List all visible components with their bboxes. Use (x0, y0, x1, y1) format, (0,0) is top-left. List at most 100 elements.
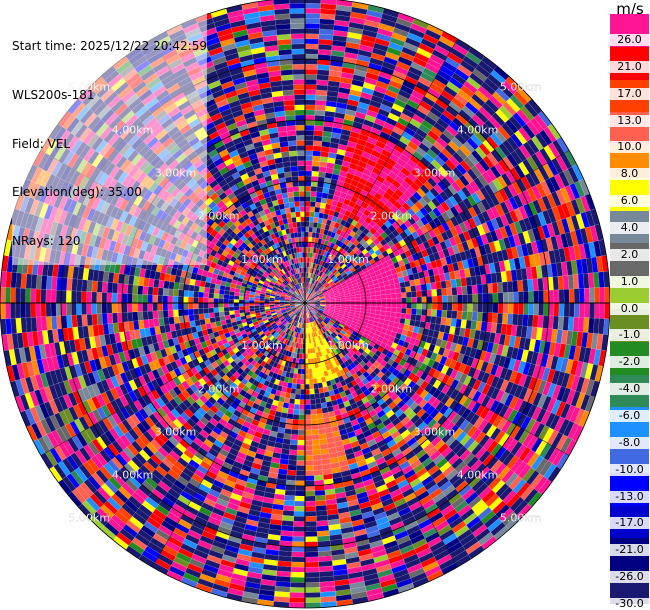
velocity-bin (375, 302, 382, 308)
velocity-bin (313, 388, 320, 395)
velocity-bin (297, 434, 306, 441)
velocity-bin (405, 286, 412, 293)
velocity-bin (304, 363, 309, 370)
velocity-bin (370, 299, 377, 304)
velocity-bin (312, 378, 318, 385)
velocity-bin (548, 289, 555, 304)
velocity-bin (304, 191, 312, 197)
velocity-bin (294, 398, 301, 405)
velocity-bin (502, 302, 509, 314)
velocity-bin (304, 526, 318, 532)
velocity-bin (310, 414, 318, 420)
velocity-bin (497, 292, 504, 304)
velocity-bin (533, 290, 539, 304)
velocity-bin (304, 465, 314, 471)
velocity-bin (396, 302, 402, 309)
velocity-bin (299, 394, 306, 400)
velocity-bin (283, 505, 295, 512)
velocity-bin (594, 287, 600, 304)
velocity-bin (304, 165, 313, 172)
velocity-bin (421, 296, 428, 304)
velocity-bin (365, 295, 372, 300)
velocity-bin (421, 308, 427, 316)
velocity-bin (533, 302, 539, 316)
velocity-bin (476, 311, 483, 322)
velocity-bin (292, 419, 300, 425)
velocity-bin (304, 130, 315, 136)
velocity-bin (491, 312, 499, 324)
velocity-bin (288, 602, 306, 609)
velocity-bin (507, 291, 514, 304)
velocity-bin (400, 312, 407, 320)
velocity-bin (599, 287, 606, 304)
velocity-bin (309, 206, 316, 213)
velocity-bin (380, 298, 387, 304)
velocity-bin (304, 576, 320, 583)
velocity-bin (416, 296, 423, 304)
velocity-bin (310, 196, 317, 203)
velocity-bin (304, 460, 314, 466)
velocity-bin (304, 419, 312, 426)
velocity-bin (456, 310, 463, 320)
velocity-bin (471, 311, 478, 322)
velocity-bin (291, 429, 299, 436)
velocity-bin (289, 439, 298, 446)
velocity-bin (288, 403, 295, 410)
velocity-bin (304, 109, 316, 116)
velocity-bin (304, 201, 311, 207)
velocity-bin (370, 302, 377, 307)
velocity-bin (370, 291, 376, 297)
velocity-bin (286, 474, 297, 481)
velocity-bin (314, 206, 321, 213)
velocity-bin (304, 566, 320, 573)
velocity-bin (312, 160, 321, 167)
velocity-bin (312, 145, 322, 152)
velocity-bin (421, 290, 427, 298)
velocity-bin (431, 302, 438, 311)
velocity-bin (290, 571, 306, 578)
velocity-bin (312, 155, 321, 162)
velocity-bin (441, 310, 448, 319)
velocity-bin (297, 439, 306, 446)
velocity-bin (461, 311, 468, 321)
velocity-bin (304, 140, 314, 146)
velocity-bin (295, 383, 301, 390)
velocity-bin (291, 551, 306, 558)
velocity-bin (304, 434, 313, 441)
velocity-bin (313, 125, 324, 132)
velocity-bin (316, 408, 323, 415)
velocity-bin (312, 444, 321, 451)
velocity-bin (310, 419, 318, 425)
velocity-bin (298, 409, 306, 415)
velocity-bin (288, 449, 298, 456)
velocity-bin (497, 302, 504, 314)
velocity-bin (293, 510, 306, 517)
velocity-bin (314, 398, 322, 405)
velocity-bin (304, 368, 309, 375)
velocity-bin (390, 288, 397, 295)
velocity-bin (543, 302, 550, 316)
velocity-bin (309, 216, 315, 223)
velocity-bin (380, 290, 387, 296)
velocity-bin (294, 495, 306, 502)
velocity-bin (297, 429, 306, 436)
velocity-bin (289, 393, 296, 400)
velocity-bin (426, 302, 433, 310)
velocity-bin (415, 284, 422, 292)
velocity-bin (563, 289, 570, 304)
velocity-bin (365, 299, 372, 304)
velocity-bin (286, 413, 294, 420)
velocity-bin (304, 0, 322, 4)
velocity-bin (380, 306, 387, 312)
velocity-bin (313, 474, 324, 481)
velocity-bin (320, 0, 338, 5)
velocity-bin (492, 302, 499, 314)
velocity-bin (355, 297, 361, 301)
velocity-bin (467, 302, 473, 312)
velocity-bin (304, 53, 319, 60)
velocity-bin (431, 295, 438, 304)
velocity-bin (295, 485, 306, 492)
velocity-bin (421, 302, 428, 310)
velocity-bin (304, 455, 314, 461)
velocity-bin (287, 459, 297, 466)
